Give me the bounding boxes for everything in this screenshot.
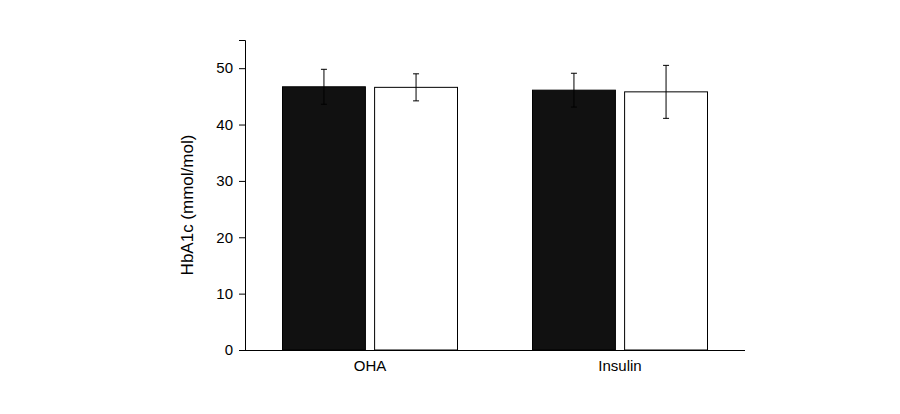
error-cap — [321, 69, 327, 70]
error-line — [416, 74, 417, 101]
error-bar — [321, 69, 327, 104]
y-axis: 0 10 20 30 40 50 — [216, 41, 245, 359]
error-cap — [571, 107, 577, 108]
y-tick-mark — [239, 68, 245, 69]
series — [375, 65, 708, 350]
y-tick: 10 — [216, 285, 245, 302]
error-bar — [571, 73, 577, 107]
y-axis-line — [239, 41, 246, 351]
y-tick-mark — [239, 237, 245, 238]
y-tick-mark — [239, 294, 245, 295]
error-line — [573, 73, 574, 107]
y-tick-label: 50 — [216, 59, 233, 76]
chart: 0 10 20 30 40 50 OHA Insulin HbA1c (mmol/mol) — [0, 0, 900, 414]
error-cap — [321, 104, 327, 105]
error-cap — [663, 118, 669, 119]
y-tick-label: 10 — [216, 285, 233, 302]
x-axis-line — [245, 350, 745, 351]
y-tick-mark — [239, 181, 245, 182]
bar — [283, 87, 366, 350]
error-line — [323, 69, 324, 104]
y-tick-label: 30 — [216, 172, 233, 189]
y-tick: 0 — [225, 341, 245, 358]
plot-area — [283, 65, 708, 350]
y-tick: 50 — [216, 59, 245, 76]
error-cap — [413, 73, 419, 74]
y-tick-label: 20 — [216, 229, 233, 246]
error-bar — [663, 65, 669, 118]
x-tick: OHA — [354, 357, 387, 374]
error-line — [666, 65, 667, 118]
y-tick: 20 — [216, 229, 245, 246]
x-axis: OHA Insulin — [245, 351, 745, 374]
bar — [533, 90, 616, 350]
y-tick-label: 40 — [216, 116, 233, 133]
y-tick: 30 — [216, 172, 245, 189]
error-cap — [413, 100, 419, 101]
y-tick-label: 0 — [225, 341, 233, 358]
bar — [375, 87, 458, 350]
series — [283, 69, 616, 350]
bar — [625, 92, 708, 350]
error-cap — [571, 73, 577, 74]
y-tick: 40 — [216, 116, 245, 133]
x-tick-label: Insulin — [598, 357, 641, 374]
y-axis-title: HbA1c (mmol/mol) — [178, 135, 197, 276]
x-tick-label: OHA — [354, 357, 387, 374]
y-tick-mark — [239, 125, 245, 126]
error-bar — [413, 74, 419, 101]
error-cap — [663, 65, 669, 66]
x-tick: Insulin — [598, 357, 641, 374]
y-tick-mark — [239, 350, 245, 351]
